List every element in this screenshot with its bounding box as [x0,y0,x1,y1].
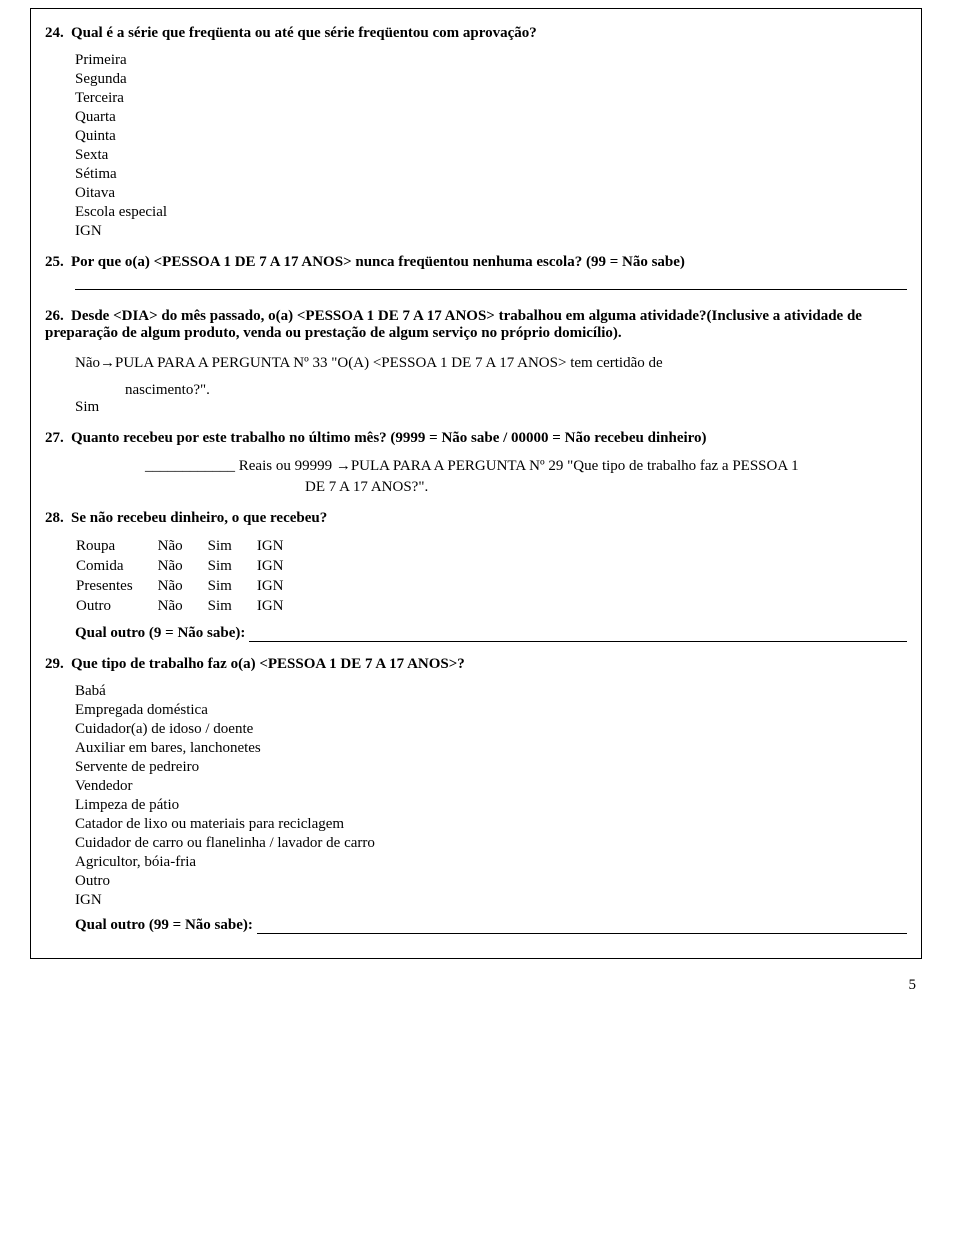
q24-option: Primeira [75,52,907,69]
q24-option: Segunda [75,71,907,88]
q28-cell: Sim [207,577,256,597]
question-24: 24.Qual é a série que freqüenta ou até q… [45,25,907,240]
q28-cell: IGN [256,557,308,577]
q27-skip-text1: PULA PARA A PERGUNTA Nº 29 "Que tipo de … [351,458,799,474]
q28-row-label: Comida [75,557,157,577]
q27-skip-text2: DE 7 A 17 ANOS?". [305,479,907,496]
q28-cell: Sim [207,537,256,557]
q27-reais-prefix: ____________ Reais ou 99999 [145,458,336,474]
q28-cell: Não [157,537,207,557]
q25-number: 25. [45,254,71,271]
q27-text: Quanto recebeu por este trabalho no últi… [71,430,707,446]
q28-cell: IGN [256,537,308,557]
q24-option: Oitava [75,185,907,202]
q29-option: Outro [75,873,907,890]
q29-option: Cuidador(a) de idoso / doente [75,721,907,738]
question-25: 25.Por que o(a) <PESSOA 1 DE 7 A 17 ANOS… [45,254,907,290]
question-29: 29.Que tipo de trabalho faz o(a) <PESSOA… [45,656,907,934]
q29-option: Empregada doméstica [75,702,907,719]
q28-qual-outro-label: Qual outro (9 = Não sabe): [75,625,245,642]
q24-option: Sétima [75,166,907,183]
arrow-right-icon: → [100,354,115,371]
q29-qual-outro-line [257,919,907,934]
q24-options: Primeira Segunda Terceira Quarta Quinta … [75,52,907,240]
q28-row-label: Presentes [75,577,157,597]
q24-option: Terceira [75,90,907,107]
q28-cell: Não [157,557,207,577]
q29-option: Cuidador de carro ou flanelinha / lavado… [75,835,907,852]
q29-qual-outro-row: Qual outro (99 = Não sabe): [75,917,907,934]
q28-cell: Sim [207,557,256,577]
q28-qual-outro-line [249,627,907,642]
table-row: Roupa Não Sim IGN [75,537,308,557]
q29-option: Vendedor [75,778,907,795]
q26-title: 26.Desde <DIA> do mês passado, o(a) <PES… [45,308,907,342]
page-frame: 24.Qual é a série que freqüenta ou até q… [30,8,922,959]
question-26: 26.Desde <DIA> do mês passado, o(a) <PES… [45,308,907,416]
q26-sim: Sim [75,399,907,416]
q26-text: Desde <DIA> do mês passado, o(a) <PESSOA… [45,308,862,341]
table-row: Presentes Não Sim IGN [75,577,308,597]
question-28: 28.Se não recebeu dinheiro, o que recebe… [45,510,907,642]
q28-table: Roupa Não Sim IGN Comida Não Sim IGN Pre… [75,537,308,617]
q28-text: Se não recebeu dinheiro, o que recebeu? [71,510,327,526]
q29-number: 29. [45,656,71,673]
q24-option: Escola especial [75,204,907,221]
q24-text: Qual é a série que freqüenta ou até que … [71,25,537,41]
q27-title: 27.Quanto recebeu por este trabalho no ú… [45,430,907,447]
q29-options: Babá Empregada doméstica Cuidador(a) de … [75,683,907,909]
q25-title: 25.Por que o(a) <PESSOA 1 DE 7 A 17 ANOS… [45,254,907,271]
q28-cell: Não [157,597,207,617]
q29-option: Agricultor, bóia-fria [75,854,907,871]
q24-title: 24.Qual é a série que freqüenta ou até q… [45,25,907,42]
q26-nao-text1: PULA PARA A PERGUNTA Nº 33 "O(A) <PESSOA… [115,355,663,371]
q28-cell: Não [157,577,207,597]
q29-text: Que tipo de trabalho faz o(a) <PESSOA 1 … [71,656,465,672]
q26-nao-label: Não [75,355,100,371]
q28-cell: IGN [256,577,308,597]
q27-reais-line: ____________ Reais ou 99999 →PULA PARA A… [145,457,907,475]
q27-number: 27. [45,430,71,447]
q29-option: IGN [75,892,907,909]
question-27: 27.Quanto recebeu por este trabalho no ú… [45,430,907,496]
q29-option: Limpeza de pátio [75,797,907,814]
q24-option: IGN [75,223,907,240]
q29-qual-outro-label: Qual outro (99 = Não sabe): [75,917,253,934]
q28-row-label: Outro [75,597,157,617]
q29-option: Babá [75,683,907,700]
q29-option: Servente de pedreiro [75,759,907,776]
q24-option: Sexta [75,147,907,164]
q26-number: 26. [45,308,71,325]
q24-option: Quinta [75,128,907,145]
arrow-right-icon: → [336,457,351,474]
q24-number: 24. [45,25,71,42]
table-row: Comida Não Sim IGN [75,557,308,577]
q29-option: Catador de lixo ou materiais para recicl… [75,816,907,833]
q28-row-label: Roupa [75,537,157,557]
q26-nao-skip: Não→PULA PARA A PERGUNTA Nº 33 "O(A) <PE… [75,354,907,372]
q25-text: Por que o(a) <PESSOA 1 DE 7 A 17 ANOS> n… [71,254,685,270]
q28-number: 28. [45,510,71,527]
page-number: 5 [0,977,916,994]
q28-qual-outro-row: Qual outro (9 = Não sabe): [75,625,907,642]
q28-cell: Sim [207,597,256,617]
q28-cell: IGN [256,597,308,617]
q25-answer-line [75,289,907,290]
q29-title: 29.Que tipo de trabalho faz o(a) <PESSOA… [45,656,907,673]
table-row: Outro Não Sim IGN [75,597,308,617]
q28-title: 28.Se não recebeu dinheiro, o que recebe… [45,510,907,527]
q26-nao-skip-cont: nascimento?". [125,382,907,399]
q24-option: Quarta [75,109,907,126]
q29-option: Auxiliar em bares, lanchonetes [75,740,907,757]
